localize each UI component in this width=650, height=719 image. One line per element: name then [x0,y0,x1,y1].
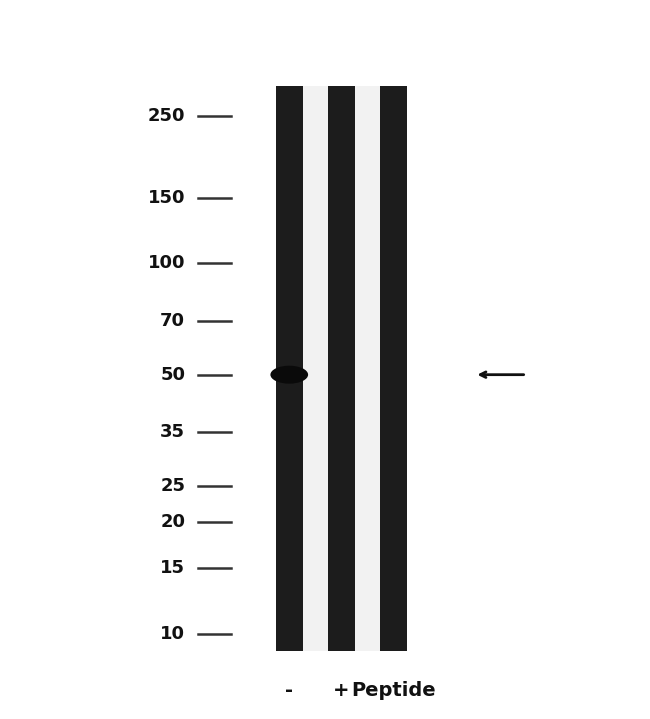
Text: 100: 100 [148,254,185,272]
Text: 25: 25 [161,477,185,495]
Text: 10: 10 [161,625,185,643]
Text: -: - [285,681,293,700]
Text: 35: 35 [161,423,185,441]
Text: Peptide: Peptide [351,681,436,700]
Bar [276,86,407,651]
Bar [355,86,380,651]
Text: +: + [333,681,350,700]
Text: 15: 15 [161,559,185,577]
Ellipse shape [270,366,308,384]
Text: 50: 50 [161,366,185,384]
Bar [328,86,355,651]
Text: 150: 150 [148,189,185,207]
Bar [276,86,303,651]
Text: 250: 250 [148,106,185,124]
Text: 70: 70 [161,311,185,329]
Bar [303,86,328,651]
Text: 20: 20 [161,513,185,531]
Bar [380,86,407,651]
